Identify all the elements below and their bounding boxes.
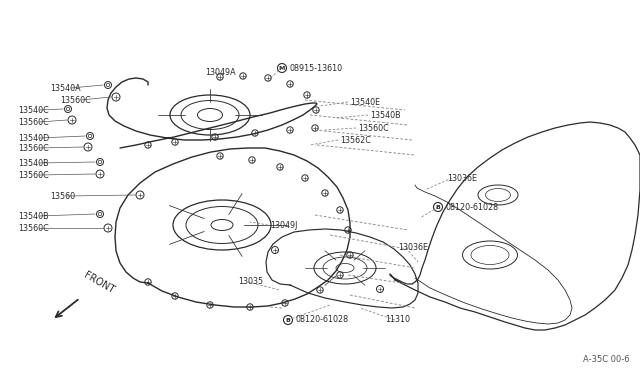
Text: 13540E: 13540E	[350, 97, 380, 106]
Text: M: M	[279, 65, 285, 71]
Text: 11310: 11310	[385, 315, 410, 324]
Text: 08120-61028: 08120-61028	[446, 202, 499, 212]
Text: 13562C: 13562C	[340, 135, 371, 144]
Text: 13540D: 13540D	[18, 134, 49, 142]
Text: 13560: 13560	[50, 192, 75, 201]
Text: 13560C: 13560C	[18, 224, 49, 232]
Text: 13035: 13035	[238, 278, 263, 286]
Text: A-35C 00-6: A-35C 00-6	[584, 355, 630, 364]
Text: 13560C: 13560C	[18, 144, 49, 153]
Text: 13540A: 13540A	[50, 83, 81, 93]
Text: B: B	[436, 205, 440, 209]
Text: 13560C: 13560C	[60, 96, 91, 105]
Text: 13540B: 13540B	[370, 110, 401, 119]
Text: 13540C: 13540C	[18, 106, 49, 115]
Text: 08915-13610: 08915-13610	[290, 64, 343, 73]
Text: 13560C: 13560C	[358, 124, 388, 132]
Text: FRONT: FRONT	[82, 270, 116, 295]
Text: 13540B: 13540B	[18, 212, 49, 221]
Text: 13560C: 13560C	[18, 118, 49, 126]
Text: B: B	[285, 317, 291, 323]
Text: 13560C: 13560C	[18, 170, 49, 180]
Text: 08120-61028: 08120-61028	[296, 315, 349, 324]
Text: 13036E: 13036E	[447, 173, 477, 183]
Text: 13036E: 13036E	[398, 244, 428, 253]
Text: 13540B: 13540B	[18, 158, 49, 167]
Text: 13049A: 13049A	[205, 67, 236, 77]
Text: 13049J: 13049J	[270, 221, 298, 230]
